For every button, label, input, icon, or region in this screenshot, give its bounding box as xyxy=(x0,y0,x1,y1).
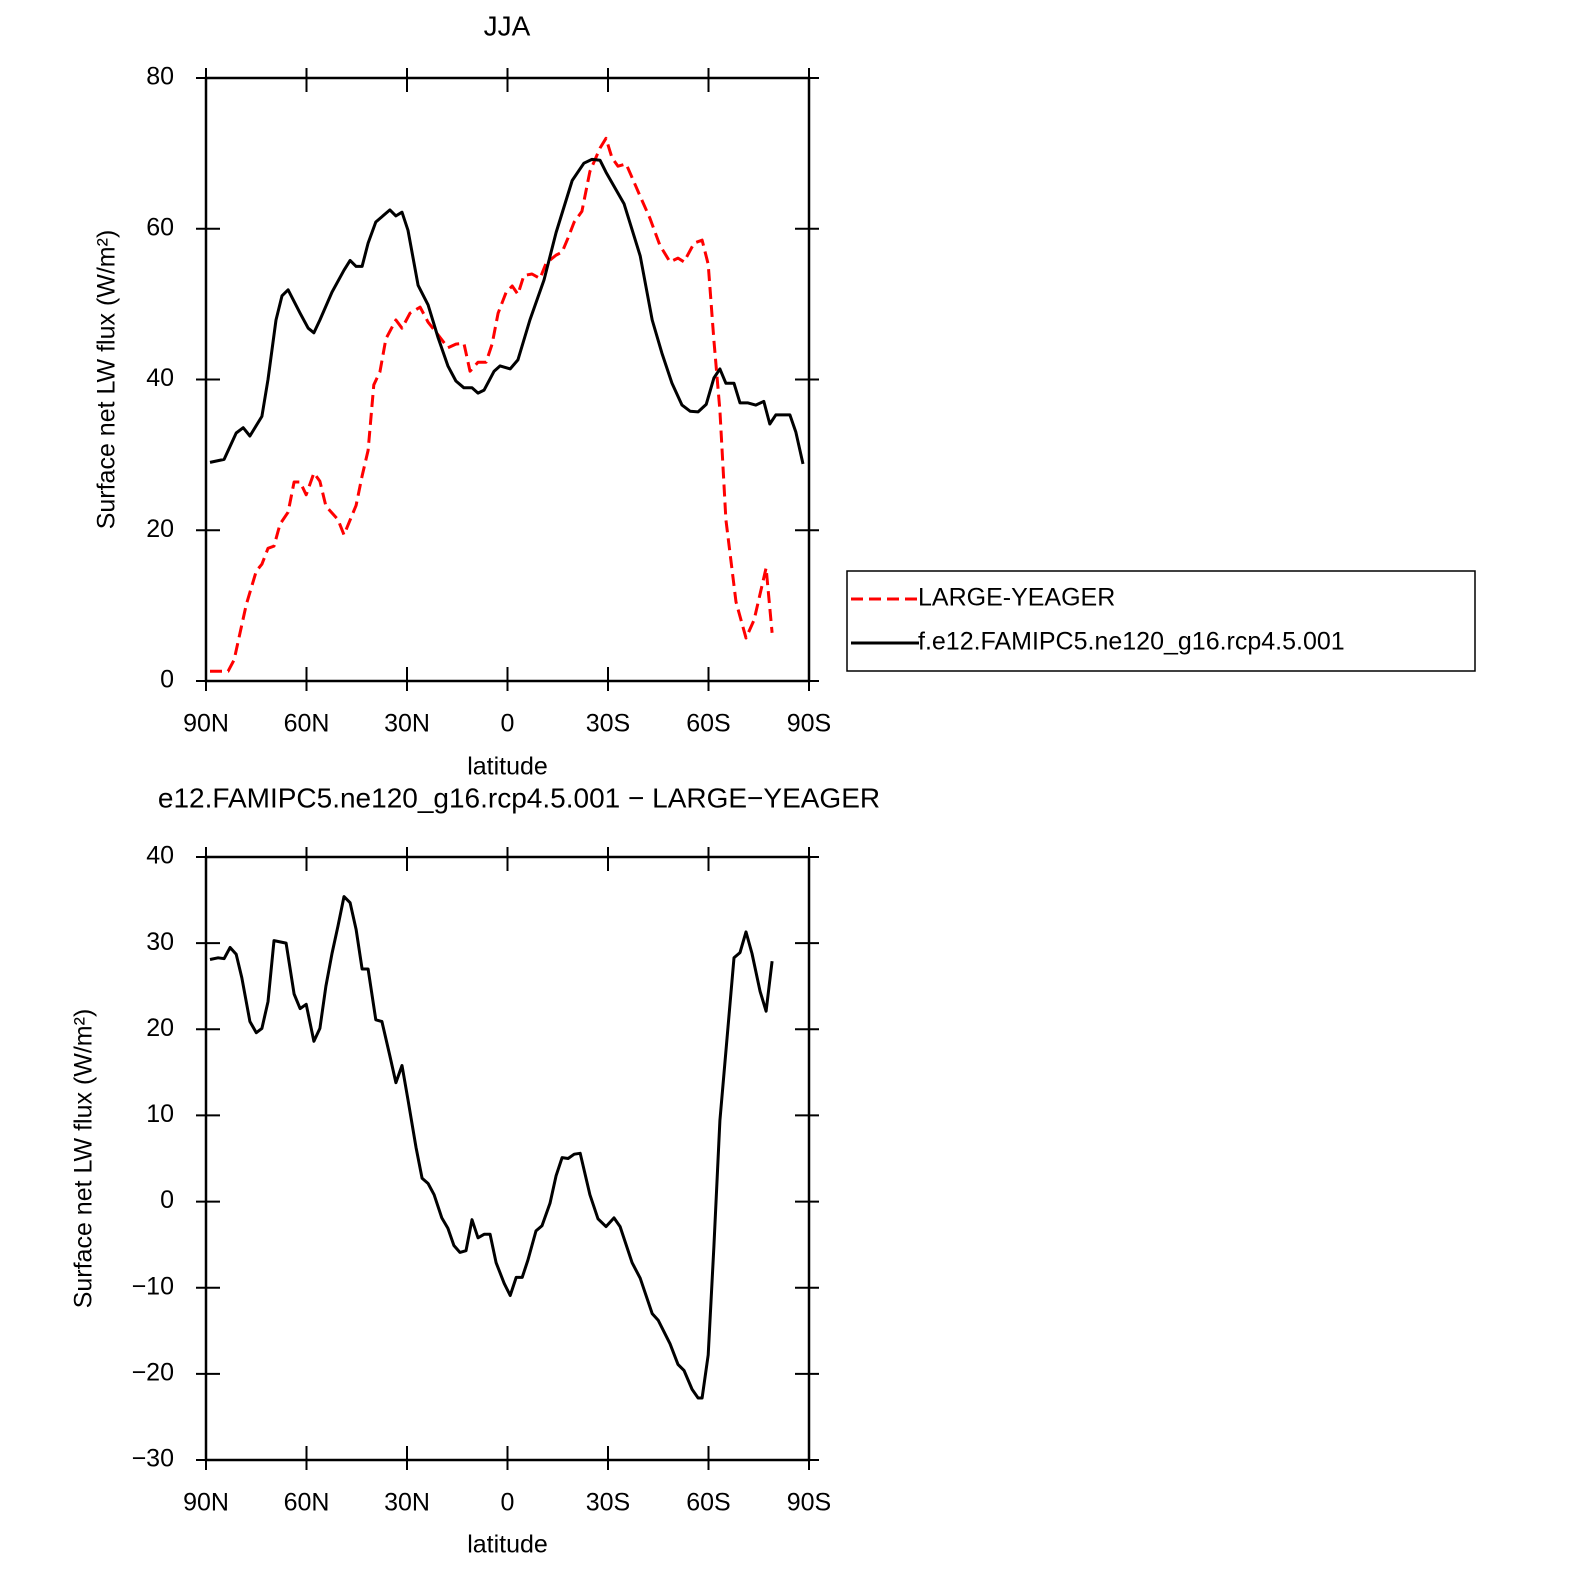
data-line xyxy=(209,895,774,1400)
y-tick-label: 40 xyxy=(146,364,174,392)
plot-frame xyxy=(204,855,811,1462)
data-line xyxy=(209,157,805,465)
x-tick-label: 0 xyxy=(501,710,515,738)
x-tick-label: 90N xyxy=(183,710,229,738)
data-line xyxy=(210,136,774,673)
x-tick-label: 30S xyxy=(586,710,630,738)
y-tick-label: −30 xyxy=(132,1445,174,1473)
x-tick-label: 0 xyxy=(501,1489,515,1517)
x-axis-label: latitude xyxy=(467,753,548,781)
y-tick-label: −10 xyxy=(132,1272,174,1300)
plot-frame xyxy=(204,76,811,683)
y-tick-label: 10 xyxy=(146,1100,174,1128)
y-tick-label: 20 xyxy=(146,515,174,543)
x-tick-label: 90S xyxy=(787,1489,831,1517)
chart-title: JJA xyxy=(484,10,531,41)
legend-label: LARGE-YEAGER xyxy=(918,584,1115,612)
y-tick-label: 20 xyxy=(146,1014,174,1042)
y-tick-label: −20 xyxy=(132,1358,174,1386)
x-tick-label: 90S xyxy=(787,710,831,738)
x-tick-label: 30N xyxy=(384,710,430,738)
chart-title: e12.FAMIPC5.ne120_g16.rcp4.5.001 − LARGE… xyxy=(158,782,880,813)
y-axis-label: Surface net LW flux (W/m²) xyxy=(93,230,121,530)
x-tick-label: 60S xyxy=(686,1489,730,1517)
legend-label: f.e12.FAMIPC5.ne120_g16.rcp4.5.001 xyxy=(918,628,1345,656)
y-axis-label: Surface net LW flux (W/m²) xyxy=(70,1009,98,1309)
y-tick-label: 30 xyxy=(146,928,174,956)
x-tick-label: 30S xyxy=(586,1489,630,1517)
x-tick-label: 90N xyxy=(183,1489,229,1517)
x-tick-label: 60N xyxy=(284,710,330,738)
x-tick-label: 60N xyxy=(284,1489,330,1517)
legend-box xyxy=(846,570,1476,672)
y-tick-label: 0 xyxy=(160,1186,174,1214)
y-tick-label: 60 xyxy=(146,213,174,241)
y-tick-label: 0 xyxy=(160,666,174,694)
x-tick-label: 60S xyxy=(686,710,730,738)
y-tick-label: 40 xyxy=(146,842,174,870)
x-axis-label: latitude xyxy=(467,1531,548,1559)
x-tick-label: 30N xyxy=(384,1489,430,1517)
y-tick-label: 80 xyxy=(146,63,174,91)
